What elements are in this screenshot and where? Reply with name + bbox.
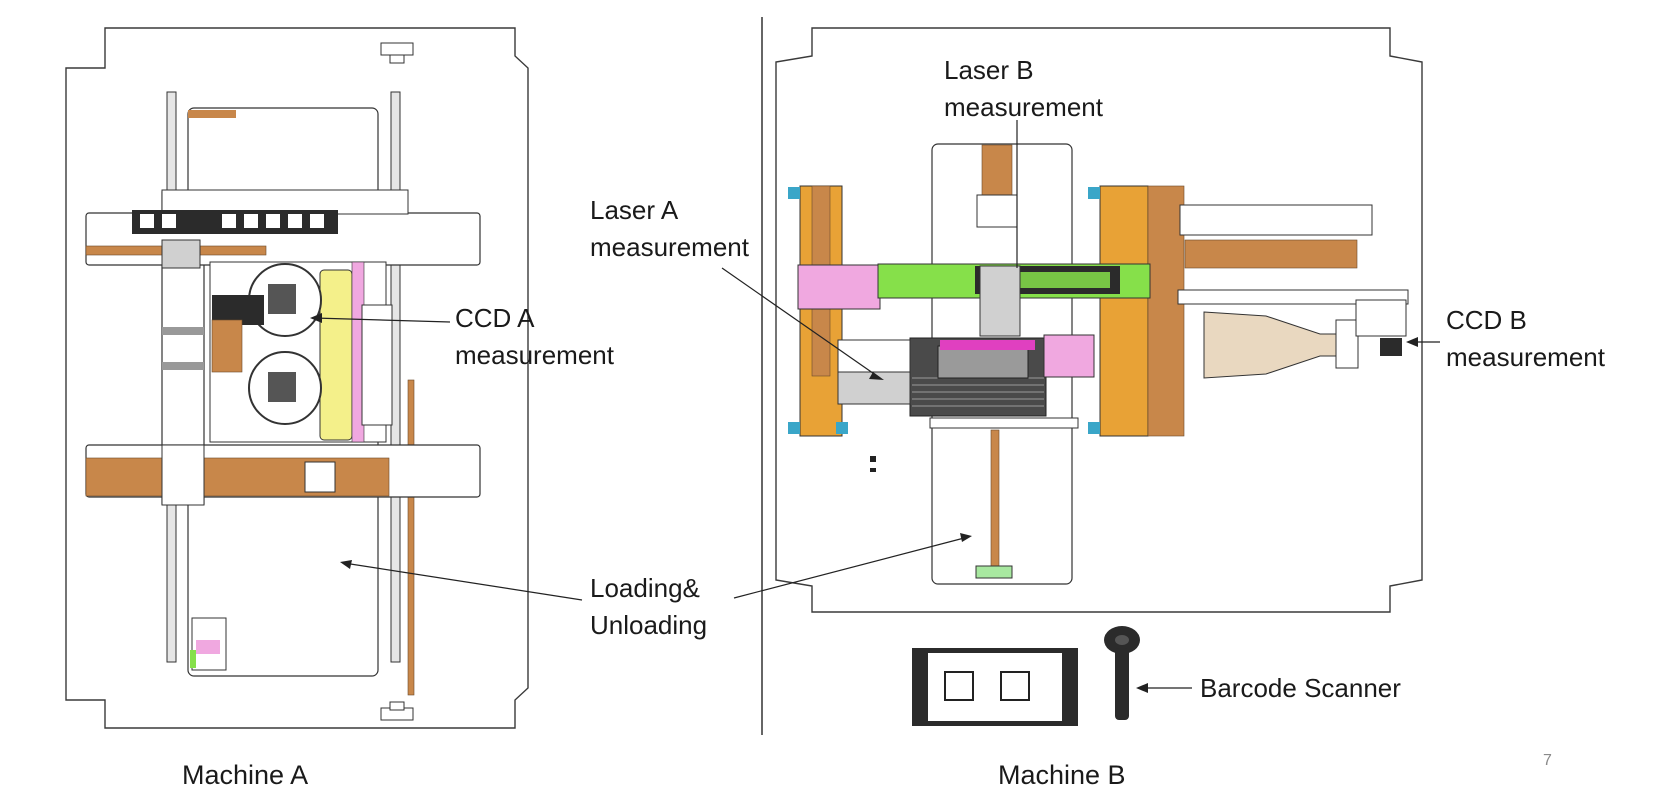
- arrow-heads: [310, 313, 1418, 693]
- machine-a-bottom-copper-right: [203, 457, 390, 497]
- machine-a-ccd-lower-head: [268, 372, 296, 402]
- laser-a-arrowhead: [869, 372, 884, 380]
- loading-label-line1: Loading&: [590, 573, 700, 603]
- machine-b-corner-5: [1088, 422, 1100, 434]
- machine-a-drawing: [65, 27, 529, 729]
- machine-a-top-bracket-foot: [389, 54, 405, 64]
- machine-a-fixture-green: [190, 650, 196, 668]
- machine-b-corner-4: [1088, 187, 1100, 199]
- machine-b-ccd-connector: [1380, 338, 1402, 356]
- machine-b-xy-carriage: [979, 265, 1021, 337]
- barcode-arrowhead: [1136, 683, 1148, 693]
- loading-b-leader: [733, 536, 969, 599]
- ccd-b-label-line1: CCD B: [1446, 305, 1527, 335]
- ccd-a-label-line2: measurement: [455, 340, 614, 370]
- machine-b-pink-block: [797, 264, 881, 310]
- machine-a-bottom-carriage: [161, 444, 205, 506]
- ccd-b-label-line2: measurement: [1446, 342, 1605, 372]
- machine-a-cable-chain: [132, 210, 338, 234]
- machine-b-ccd-body: [1335, 319, 1359, 369]
- machine-b-bottom-mount: [975, 565, 1013, 579]
- ccd-a-leader: [313, 317, 451, 323]
- machine-a-beam-carriage: [161, 239, 201, 269]
- machine-b-right-rail: [1147, 185, 1185, 437]
- machine-a-station-side: [361, 304, 393, 426]
- laser-a-label-line2: measurement: [590, 232, 749, 262]
- laser-b-label: Laser B measurement: [944, 52, 1103, 126]
- machine-b-right-pink: [1043, 334, 1095, 378]
- machine-a-station-yellow: [319, 269, 353, 441]
- machine-a-top-bracket: [380, 42, 414, 56]
- machine-a-station-motor: [211, 319, 243, 373]
- machine-b-corner-1: [788, 187, 800, 199]
- ccd-a-label-line1: CCD A: [455, 303, 535, 333]
- machine-a-caption: Machine A: [182, 760, 309, 790]
- machine-b-top-coupling: [976, 194, 1018, 228]
- machine-a-top-connector: [188, 110, 236, 118]
- ccd-a-arrowhead: [310, 313, 322, 323]
- laser-a-leader: [721, 267, 881, 379]
- machine-b-right-orange: [1099, 185, 1149, 437]
- loading-a-leader: [343, 562, 583, 601]
- page-number: 7: [1543, 752, 1552, 769]
- machine-b-camera-slide: [1184, 239, 1358, 269]
- loading-unloading-label: Loading& Unloading: [590, 570, 707, 644]
- machine-b-laser-window: [937, 345, 1029, 379]
- loading-b-arrowhead: [960, 533, 972, 542]
- machine-b-ccd-head: [1355, 299, 1407, 337]
- machine-b-laser-foot: [929, 417, 1079, 429]
- machine-a-fixture-pink: [196, 640, 220, 654]
- ccd-a-label: CCD A measurement: [455, 300, 614, 374]
- laser-a-label: Laser A measurement: [590, 192, 749, 266]
- ccd-b-label: CCD B measurement: [1446, 302, 1605, 376]
- barcode-scanner-label: Barcode Scanner: [1200, 673, 1401, 703]
- machine-a-bottom-bracket-foot: [389, 701, 405, 711]
- machine-b-corner-3: [836, 422, 848, 434]
- laser-b-label-line2: measurement: [944, 92, 1103, 122]
- loading-label-line2: Unloading: [590, 610, 708, 640]
- laser-b-label-line1: Laser B: [944, 55, 1034, 85]
- ccd-b-arrowhead: [1406, 337, 1418, 347]
- machine-b-mark-1: [870, 456, 876, 462]
- machine-a-ccd-upper-head: [268, 284, 296, 314]
- machine-b-laser-pink: [940, 340, 1035, 350]
- machine-b-corner-2: [788, 422, 800, 434]
- laser-a-label-line1: Laser A: [590, 195, 679, 225]
- leader-lines: [313, 120, 1440, 689]
- machine-b-top-motor: [981, 144, 1013, 196]
- machine-b-caption: Machine B: [998, 760, 1126, 790]
- machine-a-bottom-copper-left: [85, 457, 167, 497]
- machine-a-cable-strip: [407, 379, 415, 696]
- machine-a-beam-slot-1: [162, 327, 204, 335]
- machine-a-beam-slot-2: [162, 362, 204, 370]
- machine-a-bottom-block: [304, 461, 336, 493]
- machine-b-camera-rail: [1177, 289, 1409, 305]
- machine-b-camera-bracket: [1179, 204, 1373, 236]
- barcode-scanner-icon: [1104, 626, 1140, 720]
- machine-b-lead-screw: [990, 429, 1000, 571]
- machine-b-mark-2: [870, 468, 876, 472]
- loading-a-arrowhead: [340, 560, 352, 569]
- machine-b-drawing: [775, 27, 1423, 613]
- barcode-tray: [912, 648, 1078, 726]
